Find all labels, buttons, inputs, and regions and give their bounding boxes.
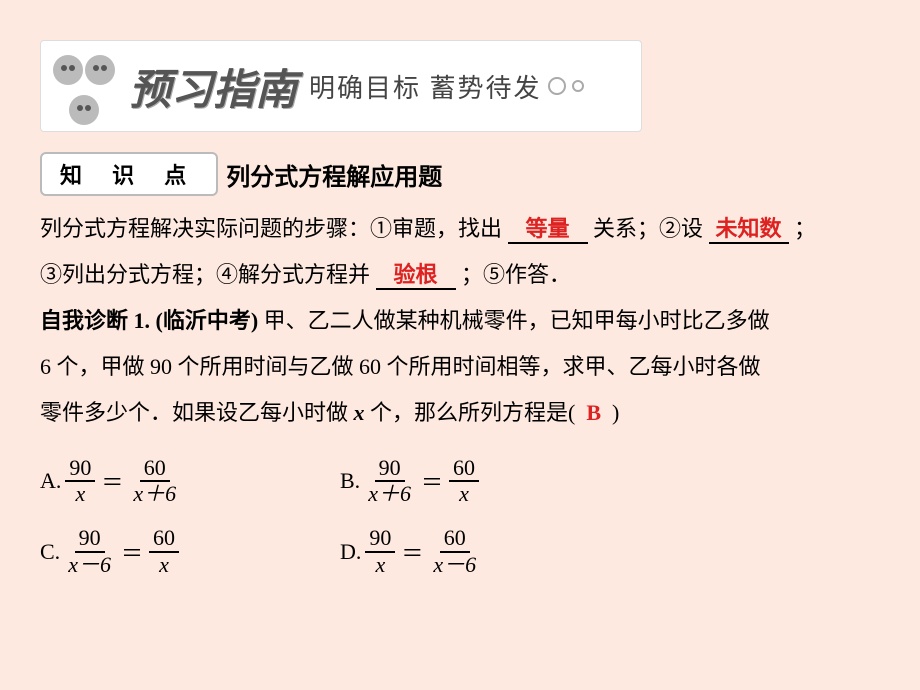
denominator: x bbox=[72, 482, 90, 506]
equals-sign: ＝ bbox=[121, 536, 143, 568]
step-text: ；⑤作答． bbox=[461, 262, 571, 287]
numerator: 60 bbox=[449, 456, 479, 482]
blank-answer-3: 验根 bbox=[376, 262, 456, 290]
problem-text: 零件多少个．如果设乙每小时做 bbox=[40, 400, 354, 425]
avatar-icon bbox=[53, 55, 83, 85]
option-c[interactable]: C. 90 x－6 ＝ 60 x bbox=[40, 526, 340, 576]
problem-text: 6 个，甲做 90 个所用时间与乙做 60 个所用时间相等，求甲、乙每小时各做 bbox=[40, 354, 761, 379]
steps-line-2: ③列出分式方程；④解分式方程并 验根 ；⑤作答． bbox=[40, 252, 880, 298]
blank-answer-2: 未知数 bbox=[709, 216, 789, 244]
decor-circle-icon bbox=[572, 80, 584, 92]
mcq-answer: B bbox=[586, 400, 601, 425]
denominator: x－6 bbox=[64, 553, 115, 577]
option-label: C. bbox=[40, 539, 60, 565]
denominator: x bbox=[455, 482, 473, 506]
problem-text: ) bbox=[612, 400, 619, 425]
problem-label: 自我诊断 1. bbox=[40, 308, 150, 333]
option-b[interactable]: B. 90 x＋6 ＝ 60 x bbox=[340, 456, 640, 506]
option-label: D. bbox=[340, 539, 361, 565]
denominator: x bbox=[155, 553, 173, 577]
denominator: x＋6 bbox=[364, 482, 415, 506]
blank-answer-1: 等量 bbox=[508, 216, 588, 244]
problem-line-1: 自我诊断 1. (临沂中考) 甲、乙二人做某种机械零件，已知甲每小时比乙多做 bbox=[40, 298, 880, 344]
step-text: 列分式方程解决实际问题的步骤：①审题，找出 bbox=[40, 216, 502, 241]
step-text: ③列出分式方程；④解分式方程并 bbox=[40, 262, 370, 287]
step-text: ； bbox=[794, 216, 816, 241]
fraction: 60 x－6 bbox=[429, 526, 480, 576]
numerator: 90 bbox=[365, 526, 395, 552]
problem-line-3: 零件多少个．如果设乙每小时做 x 个，那么所列方程是( B ) bbox=[40, 390, 880, 436]
equals-sign: ＝ bbox=[101, 465, 123, 497]
variable-x: x bbox=[354, 400, 365, 425]
numerator: 60 bbox=[149, 526, 179, 552]
banner: 预习指南 明确目标 蓄势待发 bbox=[40, 40, 642, 132]
cartoon-avatars bbox=[49, 46, 119, 126]
fraction: 60 x bbox=[449, 456, 479, 506]
avatar-icon bbox=[69, 95, 99, 125]
numerator: 90 bbox=[65, 456, 95, 482]
options-grid: A. 90 x ＝ 60 x＋6 B. 90 x＋6 ＝ 60 x bbox=[40, 446, 880, 587]
knowledge-title: 列分式方程解应用题 bbox=[226, 157, 442, 192]
option-label: B. bbox=[340, 468, 360, 494]
denominator: x－6 bbox=[429, 553, 480, 577]
numerator: 60 bbox=[440, 526, 470, 552]
numerator: 90 bbox=[75, 526, 105, 552]
steps-line-1: 列分式方程解决实际问题的步骤：①审题，找出 等量 关系；②设 未知数 ； bbox=[40, 206, 880, 252]
knowledge-tag: 知 识 点 bbox=[40, 152, 218, 196]
fraction: 90 x－6 bbox=[64, 526, 115, 576]
option-a[interactable]: A. 90 x ＝ 60 x＋6 bbox=[40, 456, 340, 506]
knowledge-header: 知 识 点 列分式方程解应用题 bbox=[40, 152, 880, 196]
numerator: 90 bbox=[375, 456, 405, 482]
equals-sign: ＝ bbox=[421, 465, 443, 497]
banner-title: 预习指南 bbox=[129, 56, 297, 117]
decor-circle-icon bbox=[548, 77, 566, 95]
fraction: 90 x bbox=[365, 526, 395, 576]
banner-subtitle: 明确目标 蓄势待发 bbox=[309, 68, 542, 105]
option-label: A. bbox=[40, 468, 61, 494]
fraction: 90 x＋6 bbox=[364, 456, 415, 506]
problem-text: 甲、乙二人做某种机械零件，已知甲每小时比乙多做 bbox=[264, 308, 770, 333]
equals-sign: ＝ bbox=[401, 536, 423, 568]
problem-source: (临沂中考) bbox=[156, 308, 259, 333]
fraction: 90 x bbox=[65, 456, 95, 506]
denominator: x＋6 bbox=[129, 482, 180, 506]
avatar-icon bbox=[85, 55, 115, 85]
fraction: 60 x bbox=[149, 526, 179, 576]
problem-text: 个，那么所列方程是( bbox=[370, 400, 575, 425]
step-text: 关系；②设 bbox=[593, 216, 703, 241]
option-d[interactable]: D. 90 x ＝ 60 x－6 bbox=[340, 526, 640, 576]
denominator: x bbox=[372, 553, 390, 577]
fraction: 60 x＋6 bbox=[129, 456, 180, 506]
numerator: 60 bbox=[140, 456, 170, 482]
problem-line-2: 6 个，甲做 90 个所用时间与乙做 60 个所用时间相等，求甲、乙每小时各做 bbox=[40, 344, 880, 390]
